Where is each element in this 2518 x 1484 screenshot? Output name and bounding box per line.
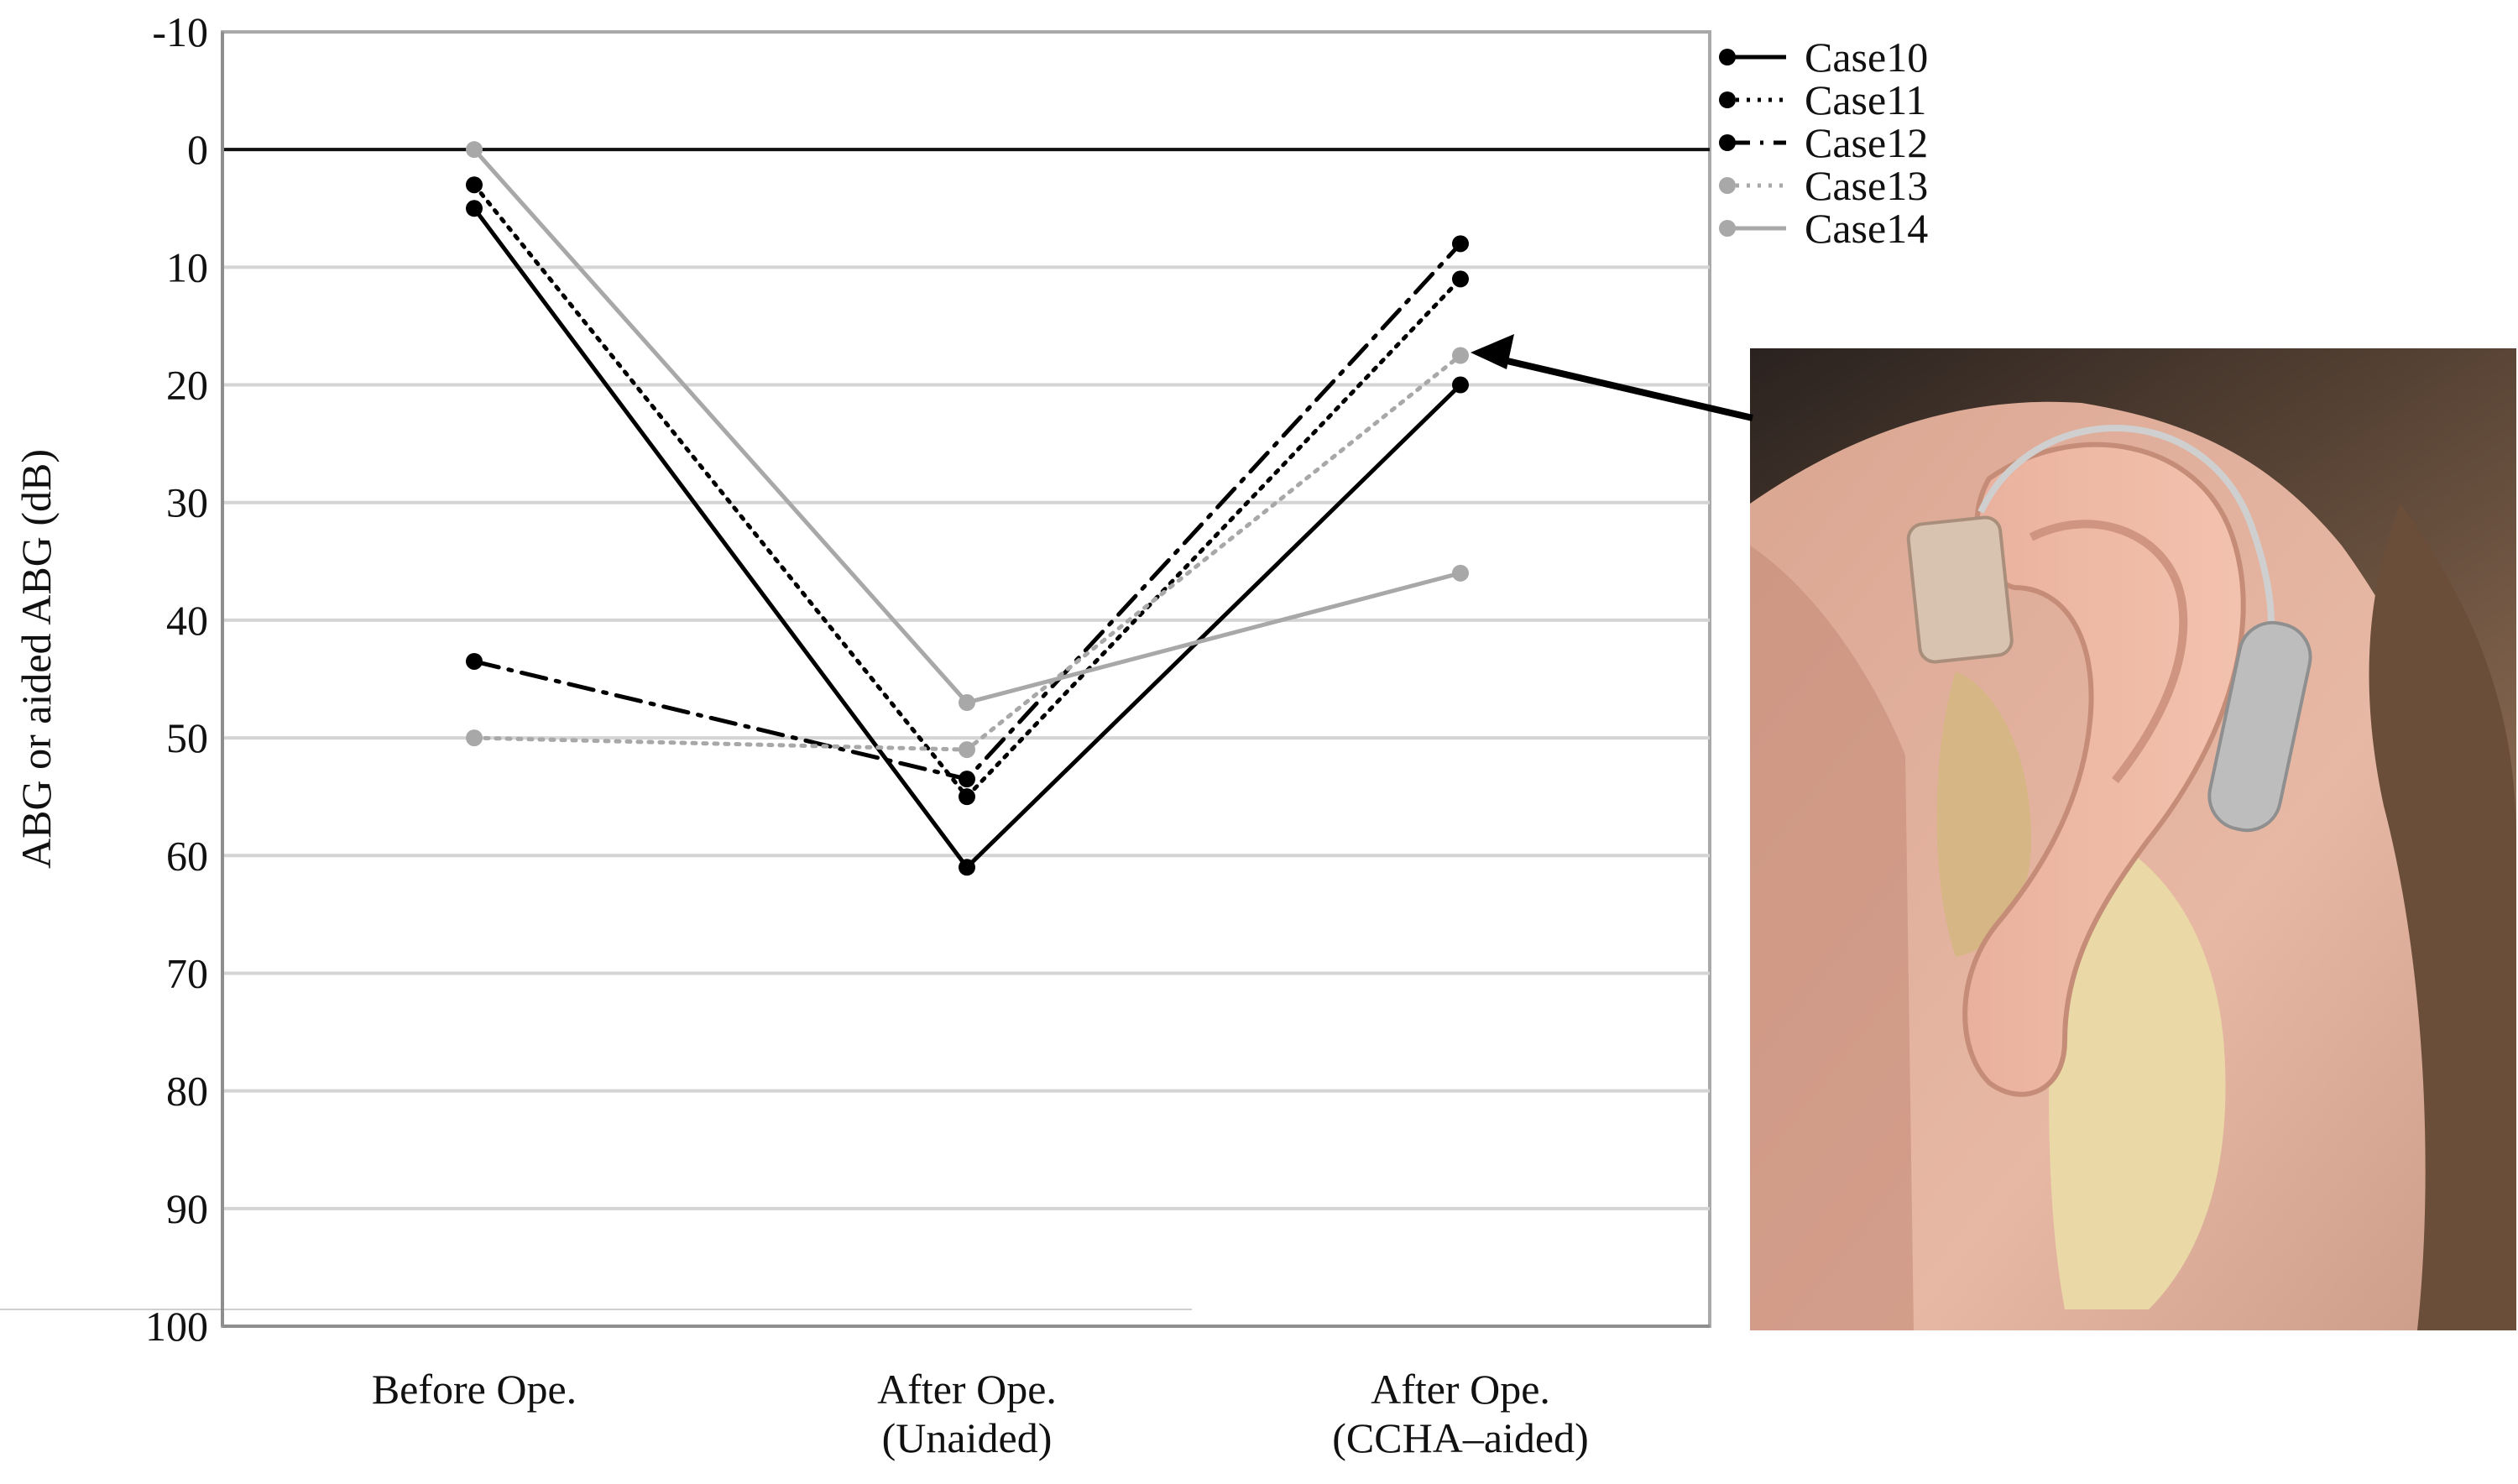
- legend-swatch-marker: [1719, 177, 1736, 194]
- y-tick-label: 30: [166, 479, 208, 526]
- y-tick-label: -10: [152, 8, 208, 55]
- y-tick-label: 50: [166, 714, 208, 761]
- data-point: [466, 729, 483, 747]
- photo-pointer-arrowhead: [1471, 334, 1514, 369]
- inset-photo: [1750, 348, 2516, 1330]
- y-tick-label: 0: [187, 126, 208, 173]
- legend-swatch-marker: [1719, 91, 1736, 108]
- photo-neck-patch: [2049, 823, 2226, 1309]
- data-point: [959, 788, 975, 806]
- photo-hearing-aid-body: [2207, 620, 2312, 833]
- legend-label: Case14: [1805, 205, 1928, 252]
- data-point: [959, 771, 975, 788]
- y-tick-label: 80: [166, 1068, 208, 1115]
- gridlines: [222, 148, 1710, 1210]
- legend-label: Case11: [1805, 76, 1926, 123]
- x-tick-label: Before Ope.: [372, 1366, 577, 1413]
- photo-hair-right: [2369, 504, 2516, 1330]
- legend-swatch-marker: [1719, 49, 1736, 65]
- data-point: [466, 176, 483, 194]
- legend-label: Case13: [1805, 162, 1928, 209]
- legend-item: Case13: [1719, 162, 1928, 209]
- legend-item: Case14: [1719, 205, 1928, 252]
- photo-cheek-shadow: [1750, 546, 1914, 1330]
- y-tick-label: 20: [166, 362, 208, 409]
- series-case10: [466, 200, 1469, 876]
- data-point: [466, 200, 483, 217]
- series-line: [472, 353, 1463, 752]
- series-line: [472, 206, 1463, 871]
- data-point: [1452, 376, 1469, 394]
- x-tick-label: After Ope.: [877, 1366, 1057, 1413]
- plot-frame: [221, 30, 1711, 1328]
- photo-behind-ear-skin: [1936, 671, 2031, 957]
- series-case12: [466, 235, 1469, 788]
- photo-ear-inner-fold: [2029, 520, 2188, 784]
- data-point: [959, 859, 975, 876]
- y-tick-label: 90: [166, 1185, 208, 1232]
- photo-pointer-arrow: [1485, 353, 1753, 421]
- x-tick-label: (CCHA–aided): [1332, 1414, 1589, 1461]
- y-tick-label: 60: [166, 832, 208, 879]
- series-layer: [466, 141, 1469, 876]
- x-tick-label: After Ope.: [1371, 1366, 1550, 1413]
- y-tick-label: 10: [166, 243, 208, 290]
- data-point: [1452, 564, 1469, 582]
- data-point: [959, 694, 975, 712]
- y-tick-label: 40: [166, 597, 208, 644]
- photo-ear: [1962, 442, 2246, 1097]
- legend-item: Case12: [1719, 119, 1928, 166]
- data-point: [959, 741, 975, 759]
- series-case13: [466, 347, 1469, 759]
- photo-hearing-aid-earpiece: [1906, 515, 2014, 664]
- y-tick-labels: -10 0 10 20 30 40 50 60 70 80 90 100: [145, 8, 208, 1350]
- y-tick-label: 100: [145, 1303, 208, 1350]
- legend-label: Case12: [1805, 119, 1928, 166]
- legend-swatch-marker: [1719, 220, 1736, 237]
- legend-item: Case10: [1719, 34, 1928, 81]
- legend-label: Case10: [1805, 34, 1928, 81]
- photo-hair-top: [1750, 348, 2516, 839]
- data-point: [1452, 347, 1469, 364]
- data-point: [466, 141, 483, 159]
- photo-hearing-aid-tube: [1977, 425, 2275, 656]
- y-tick-label: 70: [166, 949, 208, 996]
- series-case11: [466, 176, 1469, 806]
- data-point: [1452, 270, 1469, 288]
- x-tick-labels: Before Ope. After Ope.(Unaided)After Ope.…: [372, 1366, 1589, 1461]
- y-axis-title: ABG or aided ABG (dB): [13, 449, 60, 869]
- x-tick-label: (Unaided): [882, 1414, 1053, 1461]
- legend-swatch-marker: [1719, 134, 1736, 151]
- data-point: [466, 652, 483, 670]
- series-case14: [466, 141, 1469, 712]
- legend-item: Case11: [1719, 76, 1926, 123]
- data-point: [1452, 235, 1469, 253]
